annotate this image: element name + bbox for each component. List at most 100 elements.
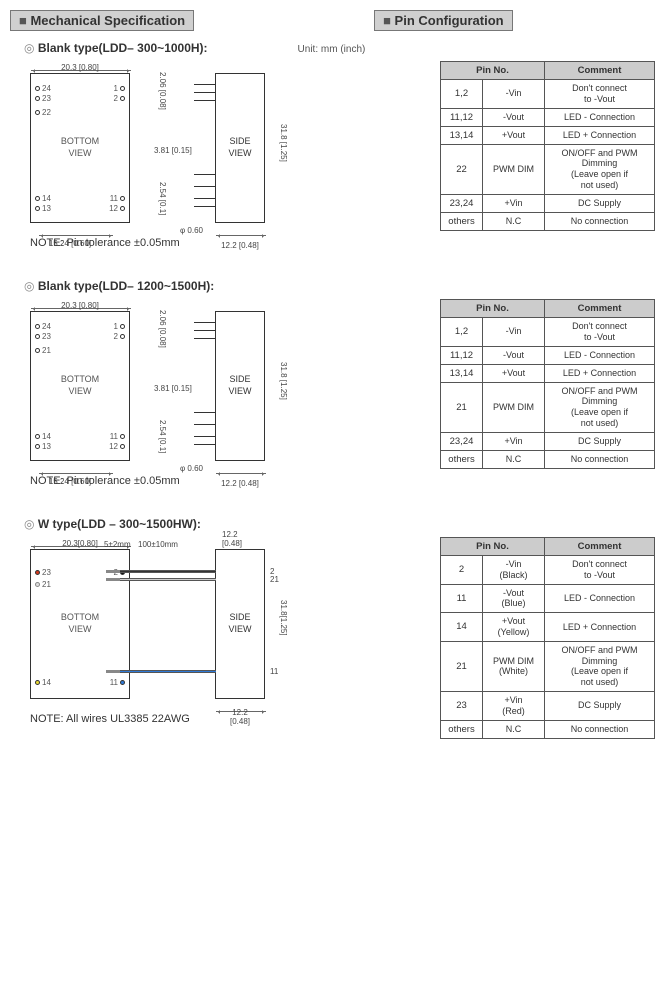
cell-signal: -Vin — [483, 80, 545, 109]
cell-signal: N.C — [483, 450, 545, 468]
dim-a: 2.06 [0.08] — [158, 310, 167, 348]
cell-signal: PWM DIM — [483, 382, 545, 432]
table-row: 21PWM DIMON/OFF and PWMDimming(Leave ope… — [441, 382, 655, 432]
bottom-view-label: BOTTOMVIEW — [31, 136, 129, 159]
dim-c: 2.54 [0.1] — [158, 420, 167, 453]
pin: 14 — [35, 432, 51, 441]
pin: 1 — [114, 322, 125, 331]
pin-table: Pin No.Comment1,2-VinDon't connectto -Vo… — [440, 299, 655, 469]
pin: 21 — [35, 346, 51, 355]
cell-comment: Don't connectto -Vout — [545, 556, 655, 585]
th-comment: Comment — [545, 62, 655, 80]
side-view-box: SIDEVIEW31.8[1.25]12.2[0.48]221115±2mm10… — [215, 549, 265, 699]
pin: 14 — [35, 678, 51, 687]
dim-width: 20.3 [0.80] — [31, 63, 129, 72]
cell-signal: -Vout — [483, 346, 545, 364]
cell-pin: 22 — [441, 144, 483, 194]
pin: 21 — [35, 580, 51, 589]
cell-pin: 1,2 — [441, 80, 483, 109]
bottom-view-label: BOTTOMVIEW — [31, 612, 129, 635]
pin: 2 — [114, 332, 125, 341]
side-view-label: SIDEVIEW — [216, 374, 264, 397]
pin-config-header: Pin Configuration — [374, 10, 513, 31]
cell-pin: 23,24 — [441, 194, 483, 212]
cell-comment: Don't connectto -Vout — [545, 80, 655, 109]
cell-signal: +Vout(Yellow) — [483, 613, 545, 642]
side-view-label: SIDEVIEW — [216, 136, 264, 159]
th-comment: Comment — [545, 538, 655, 556]
dim-phi: φ 0.60 — [180, 226, 203, 235]
pin: 11 — [110, 194, 125, 203]
th-pinno: Pin No. — [441, 538, 545, 556]
cell-comment: LED + Connection — [545, 126, 655, 144]
table-row: othersN.CNo connection — [441, 720, 655, 738]
cell-pin: 23,24 — [441, 432, 483, 450]
cell-comment: LED - Connection — [545, 108, 655, 126]
table-row: 13,14+VoutLED + Connection — [441, 364, 655, 382]
cell-comment: LED - Connection — [545, 346, 655, 364]
pin: 14 — [35, 194, 51, 203]
pin: 12 — [109, 442, 125, 451]
table-row: 11-Vout(Blue)LED - Connection — [441, 584, 655, 613]
cell-signal: +Vout — [483, 126, 545, 144]
bottom-view-box: 20.3 [0.80]BOTTOMVIEW242322141312111215.… — [30, 73, 130, 223]
section-title: Blank type(LDD– 1200~1500H): — [24, 279, 660, 293]
dim-depth: 12.2 [0.48] — [216, 241, 264, 250]
cell-comment: DC Supply — [545, 194, 655, 212]
cell-pin: 23 — [441, 691, 483, 720]
cell-pin: 1,2 — [441, 318, 483, 347]
cell-signal: +Vin — [483, 194, 545, 212]
pin: 12 — [109, 204, 125, 213]
side-view-box: SIDEVIEW31.8 [1.25]12.2 [0.48]2.06 [0.08… — [215, 73, 265, 223]
table-row: 11,12-VoutLED - Connection — [441, 108, 655, 126]
cell-pin: 13,14 — [441, 126, 483, 144]
cell-comment: DC Supply — [545, 691, 655, 720]
pin: 13 — [35, 442, 51, 451]
dim-wire: 100±10mm — [138, 540, 178, 549]
cell-signal: PWM DIM(White) — [483, 641, 545, 691]
dim-depth: 12.2 [0.48] — [216, 479, 264, 488]
dim-depth: 12.2[0.48] — [216, 708, 264, 726]
dim-a: 2.06 [0.08] — [158, 72, 167, 110]
cell-pin: 21 — [441, 382, 483, 432]
mech-spec-header: Mechanical Specification — [10, 10, 194, 31]
table-row: 2-Vin(Black)Don't connectto -Vout — [441, 556, 655, 585]
cell-pin: 2 — [441, 556, 483, 585]
pin: 13 — [35, 204, 51, 213]
table-row: 23,24+VinDC Supply — [441, 194, 655, 212]
side-view-box: SIDEVIEW31.8 [1.25]12.2 [0.48]2.06 [0.08… — [215, 311, 265, 461]
cell-comment: LED + Connection — [545, 613, 655, 642]
dim-b: 3.81 [0.15] — [154, 384, 192, 393]
cell-signal: +Vin — [483, 432, 545, 450]
dim-pitch: 15.24 [0.60] — [21, 477, 119, 486]
table-row: 1,2-VinDon't connectto -Vout — [441, 80, 655, 109]
cell-pin: 11,12 — [441, 346, 483, 364]
table-row: 11,12-VoutLED - Connection — [441, 346, 655, 364]
section-title: W type(LDD – 300~1500HW): — [24, 517, 660, 531]
pin: 11 — [110, 432, 125, 441]
cell-comment: LED + Connection — [545, 364, 655, 382]
pin: 23 — [35, 94, 51, 103]
dim-depth-top: 12.2[0.48] — [222, 530, 242, 548]
th-pinno: Pin No. — [441, 62, 545, 80]
th-comment: Comment — [545, 300, 655, 318]
cell-signal: +Vin(Red) — [483, 691, 545, 720]
dim-height: 31.8 [1.25] — [279, 124, 288, 162]
cell-pin: others — [441, 212, 483, 230]
cell-comment: No connection — [545, 450, 655, 468]
cell-pin: 11 — [441, 584, 483, 613]
table-row: 1,2-VinDon't connectto -Vout — [441, 318, 655, 347]
pin: 24 — [35, 84, 51, 93]
table-row: 21PWM DIM(White)ON/OFF and PWMDimming(Le… — [441, 641, 655, 691]
cell-signal: -Vin — [483, 318, 545, 347]
table-row: 13,14+VoutLED + Connection — [441, 126, 655, 144]
table-row: othersN.CNo connection — [441, 212, 655, 230]
side-view-label: SIDEVIEW — [216, 612, 264, 635]
cell-pin: 21 — [441, 641, 483, 691]
dim-phi: φ 0.60 — [180, 464, 203, 473]
wire-label: 11 — [270, 667, 278, 676]
pin: 2 — [114, 94, 125, 103]
pin: 22 — [35, 108, 51, 117]
dim-height: 31.8 [1.25] — [279, 362, 288, 400]
cell-comment: LED - Connection — [545, 584, 655, 613]
